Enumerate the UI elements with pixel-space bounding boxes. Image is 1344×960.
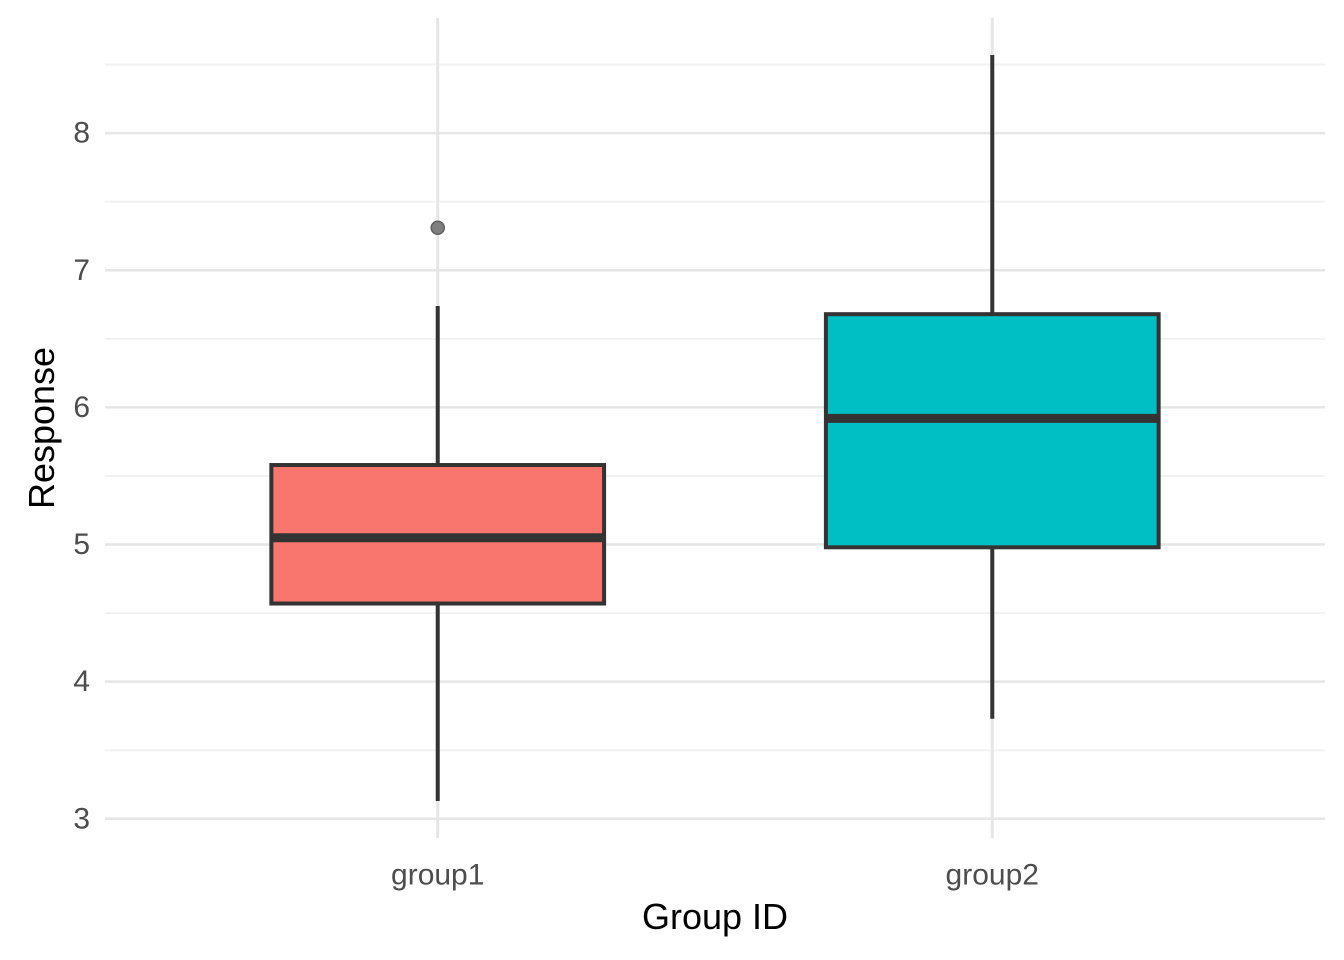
outlier-point-group1 <box>430 220 445 236</box>
x-tick-label-group2: group2 <box>946 859 1039 892</box>
y-tick-label-6: 6 <box>73 391 90 424</box>
y-axis-title: Response <box>21 346 62 510</box>
y-tick-label-4: 4 <box>73 665 90 698</box>
x-tick-label-group1: group1 <box>391 859 484 892</box>
x-axis-title: Group ID <box>641 896 789 937</box>
y-tick-label-5: 5 <box>73 528 90 561</box>
box-group2 <box>823 312 1161 550</box>
y-tick-label-3: 3 <box>73 802 90 835</box>
y-tick-label-7: 7 <box>73 254 90 287</box>
y-tick-label-8: 8 <box>73 117 90 150</box>
